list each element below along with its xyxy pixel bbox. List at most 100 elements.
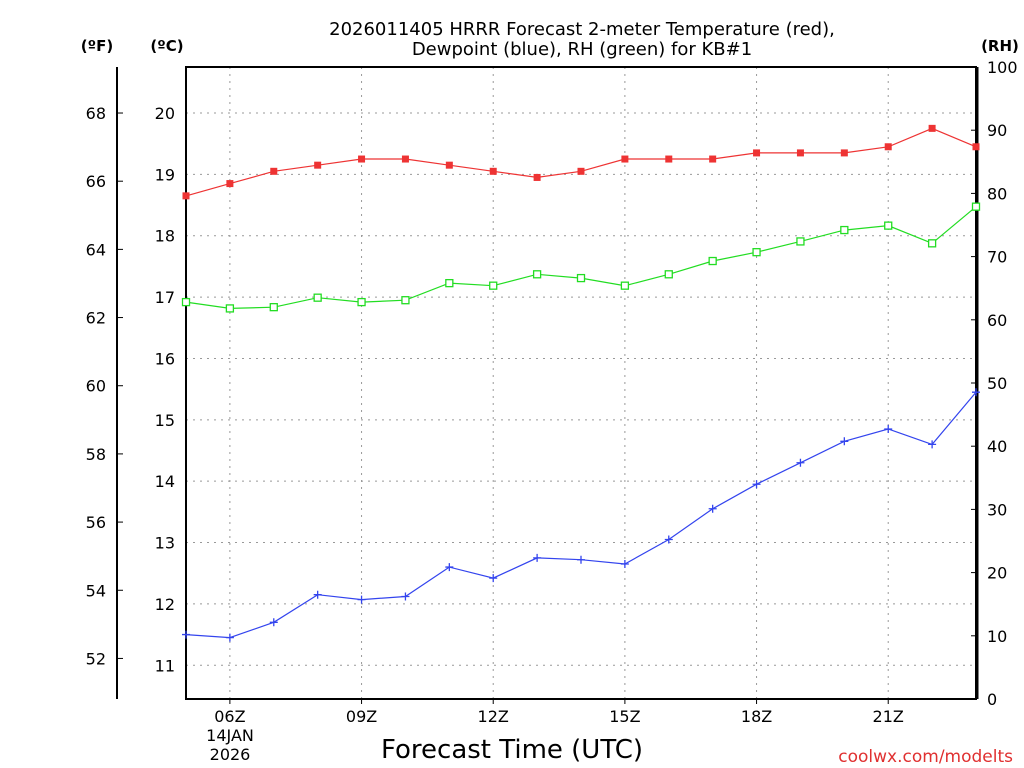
rh-point [489, 281, 498, 290]
fahrenheit-tick-label: 52 [86, 649, 106, 668]
series-layer [181, 124, 981, 642]
rh-point [576, 273, 586, 283]
rh-point [884, 221, 893, 230]
rh-point [401, 296, 410, 305]
celsius-tick-label: 14 [155, 472, 175, 491]
temperature-point [577, 167, 585, 175]
rh-point [620, 281, 630, 290]
time-tick-label: 06Z [214, 707, 245, 726]
rh-line [185, 206, 977, 310]
temperature-point [226, 180, 234, 188]
dewpoint-point [445, 563, 454, 572]
celsius-tick-label: 15 [155, 411, 175, 430]
fahrenheit-tick-label: 66 [86, 172, 106, 191]
time-tick-label: 15Z [609, 707, 640, 726]
dewpoint-point [533, 553, 542, 562]
temperature-point [928, 124, 936, 132]
celsius-tick-label: 11 [155, 656, 175, 675]
temperature-point [314, 161, 322, 169]
rh-series [181, 202, 981, 313]
rh-point [181, 297, 191, 307]
dewpoint-point [269, 618, 278, 627]
temperature-point [182, 192, 190, 200]
celsius-tick-label: 17 [155, 288, 175, 307]
dewpoint-point [401, 592, 410, 601]
dewpoint-point [489, 574, 498, 583]
year-label: 2026 [210, 745, 251, 764]
fahrenheit-tick-label: 56 [86, 513, 106, 532]
rh-tick-label: 30 [987, 500, 1007, 519]
dewpoint-point [357, 595, 366, 604]
dewpoint-series [182, 388, 980, 642]
dewpoint-point [928, 440, 937, 449]
dewpoint-point [796, 458, 805, 467]
temperature-point [753, 149, 761, 157]
dewpoint-point [577, 555, 585, 564]
temperature-point [621, 155, 629, 163]
rh-axis-unit: (RH) [981, 37, 1019, 55]
temperature-point [270, 167, 278, 175]
fahrenheit-tick-label: 58 [86, 445, 106, 464]
fahrenheit-axis-unit: (ºF) [81, 37, 113, 55]
rh-point [313, 293, 322, 302]
rh-point [664, 270, 673, 279]
celsius-tick-label: 16 [155, 349, 175, 368]
dewpoint-point [313, 590, 322, 599]
celsius-tick-label: 12 [155, 595, 175, 614]
celsius-tick-label: 18 [155, 227, 175, 246]
temperature-point [445, 161, 453, 169]
temperature-point [884, 143, 892, 151]
time-tick-label: 09Z [346, 707, 377, 726]
x-axis-label: Forecast Time (UTC) [381, 735, 643, 765]
plot-frame [185, 66, 977, 700]
rh-tick-label: 50 [987, 374, 1007, 393]
rh-point [927, 239, 937, 248]
dewpoint-point [972, 388, 980, 397]
dewpoint-point [884, 425, 893, 434]
dewpoint-point [182, 630, 190, 639]
dewpoint-point [620, 560, 629, 569]
celsius-axis-unit: (ºC) [150, 37, 183, 55]
rh-point [357, 297, 366, 307]
temperature-point [533, 173, 541, 181]
celsius-tick-labels: 11 12 13 14 15 16 17 18 19 20 [155, 104, 175, 675]
dewpoint-line [185, 391, 977, 639]
rh-tick-label: 90 [987, 121, 1007, 140]
celsius-tick-label: 13 [155, 534, 175, 553]
rh-tick-label: 40 [987, 437, 1007, 456]
rh-point [708, 256, 717, 266]
temperature-point [972, 143, 980, 151]
fahrenheit-tick-label: 54 [86, 581, 106, 600]
fahrenheit-tick-label: 60 [86, 377, 106, 396]
date-label: 14JAN [206, 726, 254, 745]
dewpoint-point [664, 535, 673, 544]
time-tick-label: 21Z [873, 707, 904, 726]
rh-point [752, 248, 761, 257]
temperature-point [489, 167, 497, 175]
rh-tick-label: 60 [987, 311, 1007, 330]
grid [186, 67, 976, 699]
rh-point [840, 225, 849, 235]
dewpoint-point [840, 437, 849, 446]
time-tick-labels: 06Z 09Z 12Z 15Z 18Z 21Z [214, 699, 904, 726]
fahrenheit-tick-labels: 52 54 56 58 60 62 64 66 68 [86, 104, 123, 668]
temperature-point [709, 155, 717, 163]
temperature-point [665, 155, 673, 163]
chart-title-line1: 2026011405 HRRR Forecast 2-meter Tempera… [329, 19, 835, 40]
credit-link[interactable]: coolwx.com/modelts [838, 747, 1013, 767]
temperature-point [796, 149, 804, 157]
time-tick-label: 12Z [478, 707, 509, 726]
temperature-series [182, 124, 980, 200]
rh-tick-label: 70 [987, 248, 1007, 267]
celsius-tick-label: 20 [155, 104, 175, 123]
rh-tick-labels: 0 10 20 30 40 50 60 70 80 90 100 [971, 58, 1018, 709]
rh-point [269, 303, 278, 312]
time-tick-label: 18Z [741, 707, 772, 726]
dewpoint-point [225, 633, 234, 642]
rh-tick-label: 0 [987, 690, 997, 709]
rh-point [971, 202, 981, 211]
rh-tick-label: 10 [987, 627, 1007, 646]
fahrenheit-tick-label: 62 [86, 309, 106, 328]
rh-tick-label: 20 [987, 564, 1007, 583]
